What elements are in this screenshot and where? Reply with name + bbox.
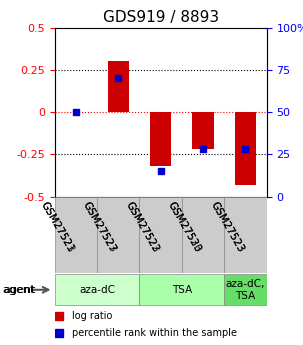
Bar [192, 112, 214, 149]
Bar [108, 61, 129, 112]
Text: GSM27523: GSM27523 [208, 200, 245, 255]
Text: GSM27523: GSM27523 [208, 200, 245, 255]
FancyBboxPatch shape [182, 197, 224, 273]
Title: GDS919 / 8893: GDS919 / 8893 [102, 10, 219, 25]
FancyBboxPatch shape [139, 274, 224, 305]
FancyBboxPatch shape [224, 197, 267, 273]
Text: GSM27523: GSM27523 [124, 200, 161, 255]
Text: log ratio: log ratio [72, 311, 112, 321]
Text: GSM27530: GSM27530 [166, 200, 203, 255]
Bar [150, 112, 171, 166]
Text: GSM27523: GSM27523 [166, 200, 203, 255]
Text: agent: agent [3, 285, 35, 295]
Bar [235, 112, 256, 185]
Text: GSM27522: GSM27522 [124, 200, 161, 255]
FancyBboxPatch shape [224, 274, 267, 305]
FancyBboxPatch shape [139, 197, 182, 273]
Text: GSM27523: GSM27523 [39, 200, 76, 255]
Text: GSM27527: GSM27527 [81, 200, 118, 255]
FancyBboxPatch shape [55, 197, 97, 273]
Text: agent: agent [3, 285, 35, 295]
Text: aza-dC,
TSA: aza-dC, TSA [226, 279, 265, 300]
Text: percentile rank within the sample: percentile rank within the sample [72, 328, 237, 338]
Text: GSM27523: GSM27523 [81, 200, 118, 255]
FancyBboxPatch shape [55, 274, 139, 305]
Text: aza-dC: aza-dC [79, 285, 115, 295]
FancyBboxPatch shape [97, 197, 139, 273]
Text: GSM27521: GSM27521 [39, 200, 76, 255]
Text: TSA: TSA [172, 285, 192, 295]
